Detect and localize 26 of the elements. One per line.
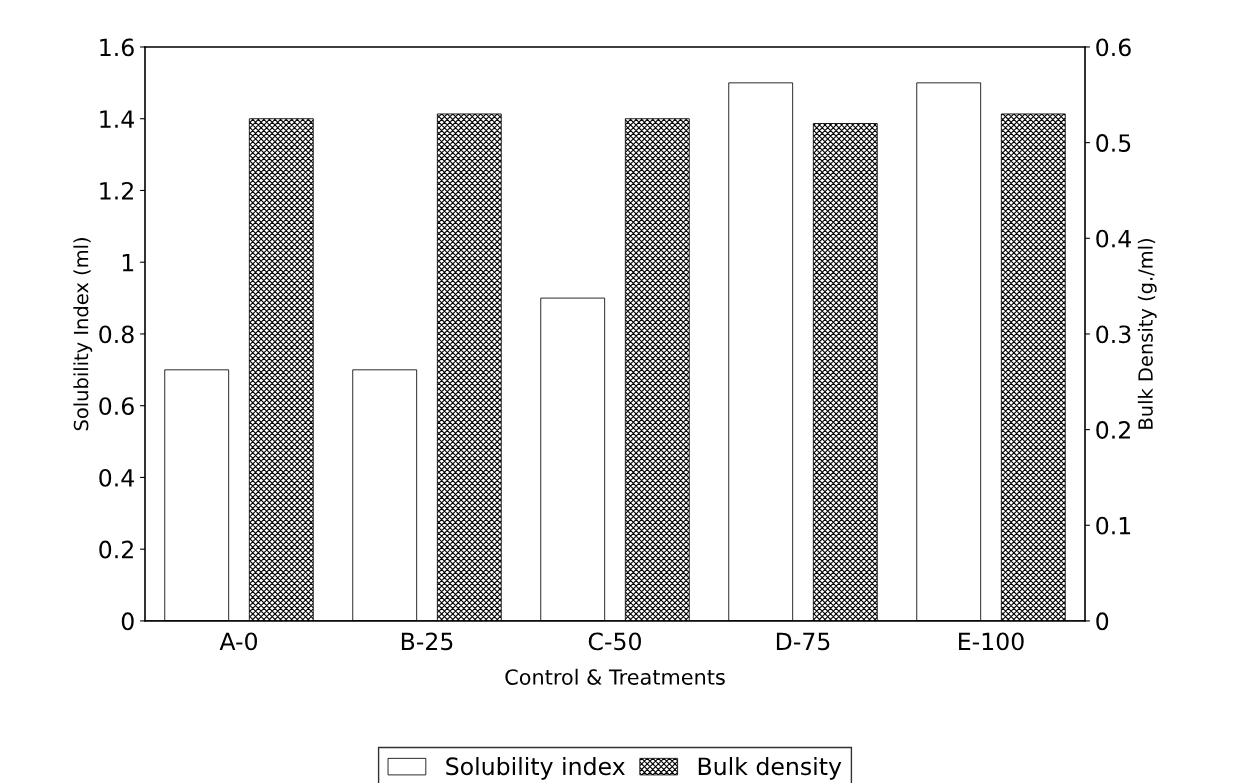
y2-axis-title: Bulk Density (g./ml) [1137,239,1157,429]
y2-tick-label: 0.4 [1096,229,1131,248]
y-tick-label: 0.2 [99,540,133,559]
y2-tick-label: 0.2 [1096,421,1130,439]
y2-tick-label: 0.6 [1096,38,1131,57]
legend-label: Bulk density [698,756,842,780]
y-tick-label: 0.8 [99,325,134,344]
y-tick-label: 1.4 [100,110,134,128]
y-tick-label: 0.4 [99,468,134,487]
y2-tick-label: 0 [1096,612,1109,631]
x-tick-label: D-75 [776,632,830,651]
y-tick-label: 0.6 [99,397,134,415]
y2-tick-label: 0.3 [1096,325,1131,344]
y-tick-label: 1 [122,253,134,272]
y2-tick-label: 0.5 [1096,134,1131,152]
x-tick-label: C-50 [588,632,641,651]
y-axis-title: Solubility Index (ml) [73,238,93,431]
legend-label: Solubility index [446,756,625,780]
x-tick-label: B-25 [401,632,453,651]
y-tick-label: 1.6 [100,38,134,57]
y-tick-label: 1.2 [100,181,133,200]
x-axis-title: Control & Treatments [505,668,725,685]
y-tick-label: 0 [121,612,134,631]
y2-tick-label: 0.1 [1096,516,1131,535]
x-tick-label: A-0 [219,632,258,651]
x-tick-label: E-100 [959,632,1024,651]
